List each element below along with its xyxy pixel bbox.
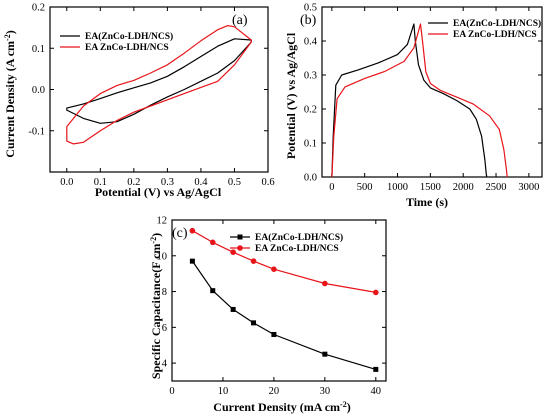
y-tick-label: 0.0 — [304, 173, 317, 184]
panel-b-ylabel: Potential (V) vs Ag/AgCl — [284, 32, 298, 159]
y-tick-label: 0.1 — [32, 44, 45, 55]
y-tick-label: 0.0 — [32, 85, 45, 96]
x-tick-label: 0 — [329, 182, 334, 193]
legend-marker — [237, 234, 243, 240]
panel-a-ylabel: Current Density (A cm-2) — [3, 30, 18, 157]
panel-c-xlabel: Current Density (mA cm-2) — [213, 400, 350, 415]
y-tick-label: 6 — [162, 323, 167, 334]
legend: EA(ZnCo-LDH/NCS)EA ZnCo-LDH/NCS — [230, 232, 343, 254]
panel-c-frame — [171, 219, 387, 382]
x-tick-label: 10 — [218, 386, 229, 397]
x-tick-label: 1500 — [420, 182, 441, 193]
panel-a-ylabel-sup: -2 — [3, 34, 12, 41]
panel-c-ylabel-text: Specific Capacitance(F cm — [149, 244, 163, 380]
x-tick-label: 0 — [169, 386, 174, 397]
data-point — [271, 331, 277, 337]
panel-c-xlabel-close: ) — [347, 400, 351, 414]
x-tick-label: 0.0 — [60, 177, 73, 188]
x-tick-label: 0.4 — [194, 177, 208, 188]
panel-b-frame — [321, 6, 543, 178]
series-line-ea-paren — [331, 23, 488, 178]
data-point — [251, 320, 257, 326]
y-tick-label: 12 — [157, 216, 168, 227]
legend-label: EA ZnCo-LDH/NCS — [85, 43, 169, 53]
panel-c-xlabel-text: Current Density (mA cm — [213, 400, 340, 414]
legend-label: EA ZnCo-LDH/NCS — [255, 244, 339, 254]
panel-a-ylabel-text: Current Density (A cm — [3, 41, 17, 158]
panel-b: (b) Potential (V) vs Ag/AgCl Time (s) 0 5… — [284, 3, 543, 209]
data-point — [250, 258, 257, 264]
data-point — [322, 280, 328, 287]
y-tick-label: 8 — [162, 287, 167, 298]
legend-marker — [237, 245, 243, 251]
x-tick-label: 2500 — [486, 182, 507, 193]
series-line-ea-paren — [191, 260, 376, 370]
y-tick-label: 0.3 — [304, 71, 317, 82]
data-point — [209, 239, 216, 246]
y-tick-label: 10 — [157, 251, 168, 262]
panel-b-label: (b) — [300, 13, 317, 28]
legend-label: EA(ZnCo-LDH/NCS) — [85, 31, 173, 42]
panel-a-ylabel-close: ) — [3, 30, 17, 34]
data-point — [230, 306, 236, 312]
legend-label: EA(ZnCo-LDH/NCS) — [453, 18, 541, 29]
data-point — [230, 249, 236, 255]
x-tick-label: 0.5 — [228, 177, 241, 188]
svg-text:Current Density (A cm-2): Current Density (A cm-2) — [3, 30, 18, 157]
data-point — [271, 266, 277, 272]
y-tick-label: 0.4 — [304, 37, 318, 48]
legend-label: EA(ZnCo-LDH/NCS) — [255, 232, 343, 243]
panel-a-label: (a) — [232, 13, 248, 28]
y-tick-label: 0.2 — [304, 105, 317, 116]
data-point — [189, 227, 196, 234]
panel-c-ylabel: Specific Capacitance(F cm-2) — [149, 233, 164, 379]
x-tick-label: 30 — [320, 386, 331, 397]
panel-b-xlabel: Time (s) — [406, 195, 448, 209]
y-tick-label: 0.2 — [32, 3, 45, 14]
panel-c: (c) Specific Capacitance(F cm-2) Current… — [149, 216, 387, 415]
x-tick-label: 0.3 — [161, 177, 174, 188]
series-line-ea-plain — [66, 25, 252, 145]
data-point — [189, 258, 195, 264]
y-tick-label: 4 — [162, 359, 168, 370]
panel-a-xlabel: Potential (V) vs Ag/AgCl — [95, 185, 222, 199]
panel-c-xlabel-sup: -2 — [340, 400, 347, 409]
y-tick-label: 0.5 — [304, 3, 317, 14]
x-tick-label: 3000 — [518, 182, 539, 193]
x-tick-label: 500 — [357, 182, 373, 193]
x-tick-label: 0.1 — [94, 177, 107, 188]
x-tick-label: 40 — [371, 386, 382, 397]
y-tick-label: 0.1 — [304, 139, 317, 150]
data-point — [373, 366, 379, 372]
y-tick-label: -0.1 — [28, 126, 45, 137]
panel-a: (a) Current Density (A cm-2) Potential (… — [3, 3, 275, 200]
x-tick-label: 20 — [269, 386, 280, 397]
x-tick-label: 0.2 — [127, 177, 140, 188]
x-tick-label: 1000 — [387, 182, 408, 193]
series-line-ea-plain — [331, 23, 508, 178]
legend: EA(ZnCo-LDH/NCS)EA ZnCo-LDH/NCS — [60, 31, 173, 53]
legend: EA(ZnCo-LDH/NCS)EA ZnCo-LDH/NCS — [428, 18, 541, 40]
panel-c-label: (c) — [172, 226, 188, 241]
panel-c-ylabel-sup: -2 — [149, 237, 158, 244]
legend-label: EA ZnCo-LDH/NCS — [453, 30, 537, 40]
data-point — [373, 289, 379, 296]
data-point — [322, 351, 328, 357]
x-tick-label: 0.6 — [261, 177, 274, 188]
x-tick-label: 2000 — [453, 182, 474, 193]
data-point — [210, 288, 216, 294]
panel-c-ylabel-close: ) — [149, 233, 163, 237]
